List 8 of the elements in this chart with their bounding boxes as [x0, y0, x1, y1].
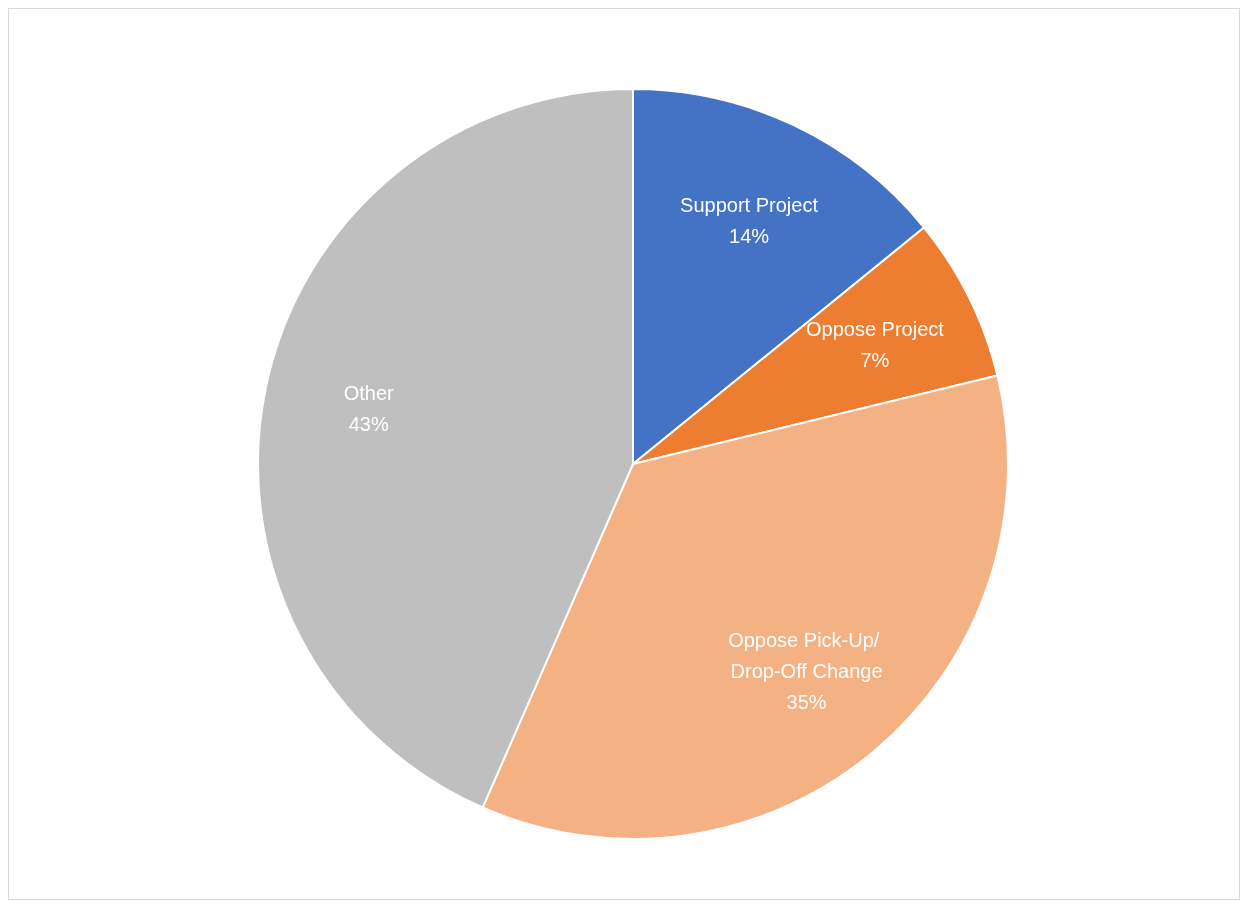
data-label: 35% [786, 690, 827, 713]
slice-label: Oppose Pick-Up/ Drop-Off Change [728, 628, 885, 682]
data-label: 7% [860, 348, 890, 371]
data-label: 14% [729, 224, 770, 247]
slice-label: Other [343, 382, 395, 405]
slice-label: Oppose Project [805, 317, 945, 340]
data-label: 43% [348, 413, 389, 436]
slice-label: Support Project [680, 193, 819, 216]
